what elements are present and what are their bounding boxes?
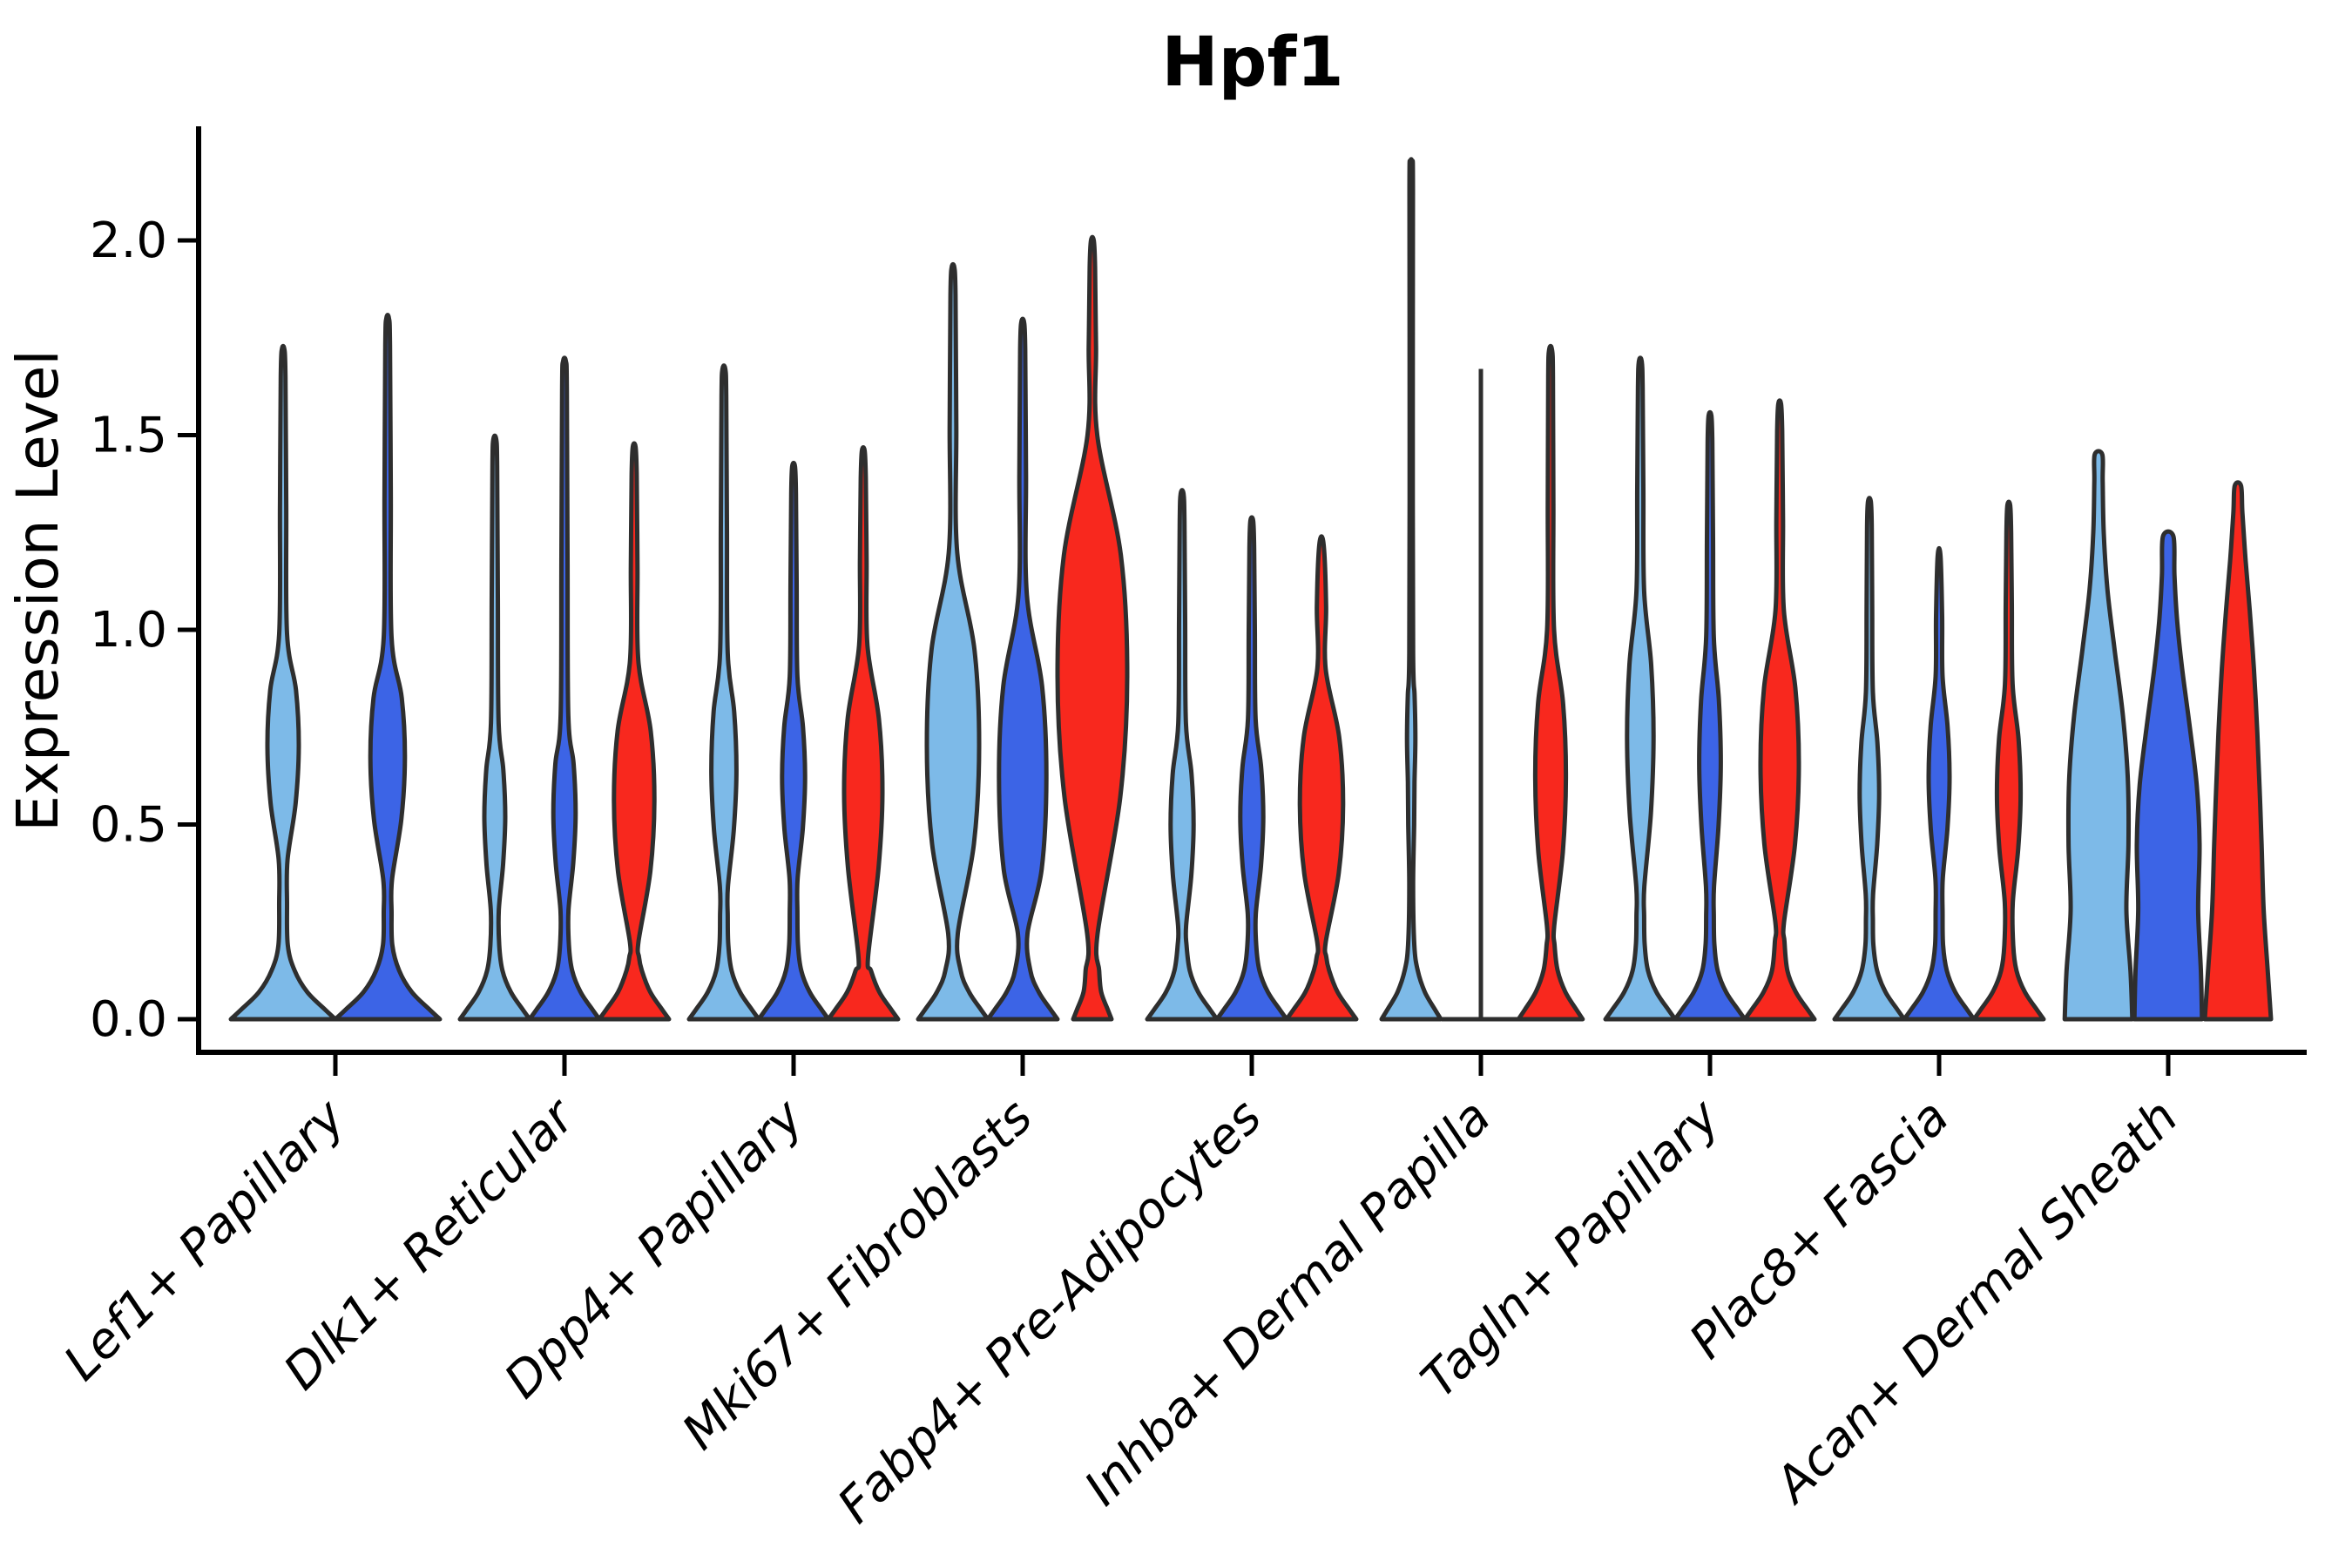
y-tick-label: 0.5	[90, 797, 167, 854]
violin-1-red	[597, 441, 672, 1022]
violin-1-light-blue	[457, 433, 532, 1022]
violin-4-dark-blue	[1214, 515, 1289, 1022]
violin-2-light-blue	[686, 363, 761, 1022]
violin-8-red	[2202, 480, 2274, 1022]
violin-1-dark-blue	[527, 355, 602, 1022]
y-tick-label: 2.0	[90, 213, 167, 269]
y-tick-label: 0.0	[90, 991, 167, 1048]
violin-7-red	[1971, 499, 2046, 1022]
x-category-label: Inhba+ Dermal Papilla	[1074, 1089, 1502, 1517]
violin-3-red	[1055, 234, 1130, 1022]
violin-3-dark-blue	[985, 316, 1060, 1022]
violins-layer	[228, 157, 2274, 1022]
violin-7-light-blue	[1832, 496, 1907, 1022]
violin-6-light-blue	[1603, 355, 1678, 1022]
violin-5-dark-blue	[1442, 368, 1520, 1022]
violin-4-light-blue	[1145, 488, 1220, 1022]
violin-4-red	[1284, 534, 1359, 1022]
y-axis-label: Expression Level	[4, 349, 71, 831]
violin-2-red	[826, 445, 901, 1022]
y-tick-label: 1.0	[90, 602, 167, 659]
violin-5-red	[1516, 343, 1585, 1022]
violin-5-light-blue	[1379, 157, 1443, 1022]
violin-8-dark-blue	[2132, 529, 2205, 1022]
violin-7-dark-blue	[1902, 545, 1977, 1022]
plot-title: Hpf1	[1161, 24, 1343, 102]
x-category-label: Acan+ Dermal Sheath	[1763, 1089, 2189, 1515]
violin-6-dark-blue	[1673, 409, 1747, 1022]
violin-0-light-blue	[228, 343, 338, 1022]
violin-3-light-blue	[916, 261, 990, 1022]
violin-8-light-blue	[2062, 449, 2135, 1022]
violin-2-dark-blue	[756, 460, 831, 1022]
x-category-label: Fabp4+ Pre-Adipocytes	[828, 1089, 1273, 1534]
violin-6-red	[1742, 398, 1817, 1022]
y-tick-label: 1.5	[90, 408, 167, 464]
violin-0-dark-blue	[333, 313, 443, 1022]
